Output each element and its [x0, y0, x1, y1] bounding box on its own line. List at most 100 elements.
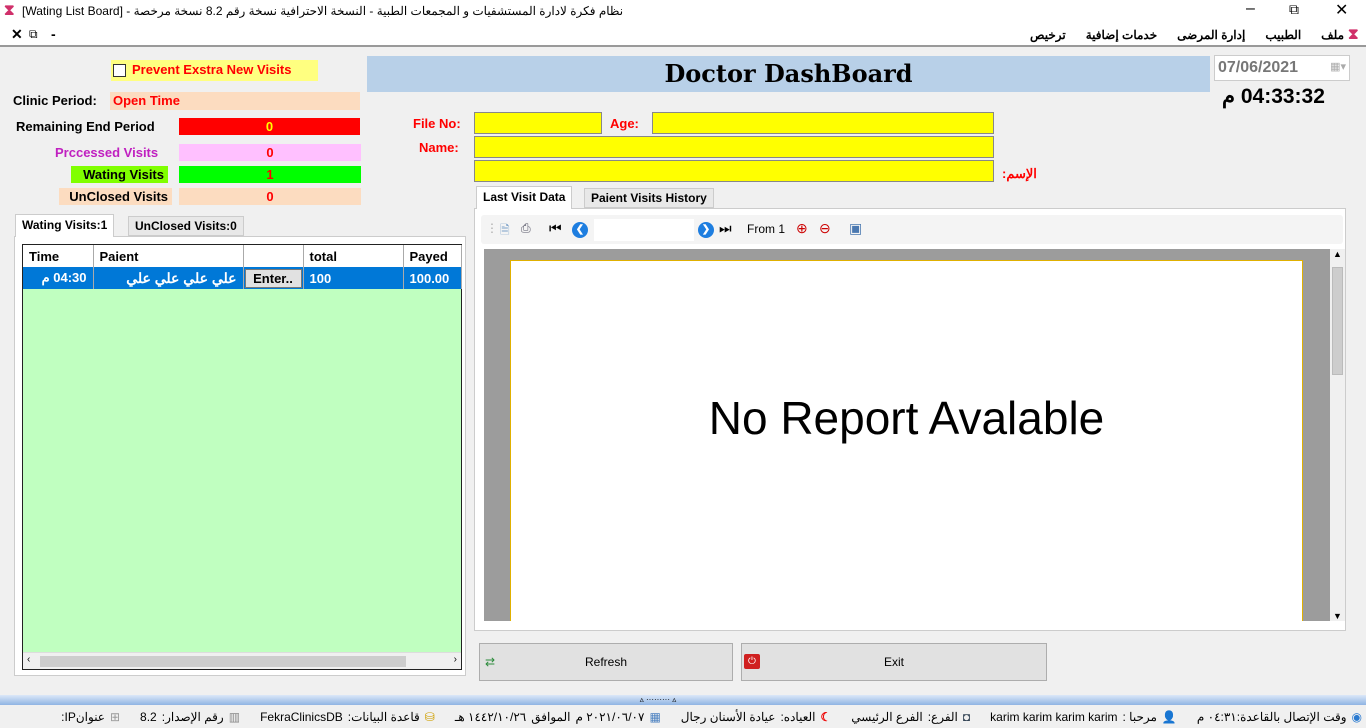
toolbar-grip-icon: ⋮ [486, 221, 498, 235]
app-logo-icon: ⧗ [1348, 26, 1359, 43]
branch-value: الفرع الرئيسي [851, 709, 923, 724]
connection-icon: ◉ [1351, 709, 1362, 724]
last-page-icon[interactable]: ⏭ [719, 220, 732, 236]
waiting-value: 1 [179, 166, 361, 183]
file-no-field[interactable] [474, 112, 602, 134]
hijri-label: الموافق [531, 709, 571, 724]
report-viewer: No Report Avalable [484, 249, 1330, 621]
scroll-thumb[interactable] [1332, 267, 1343, 375]
menu-doctor[interactable]: الطبيب [1265, 28, 1302, 42]
tab-waiting-visits[interactable]: Wating Visits:1 [15, 214, 115, 237]
print-icon[interactable]: ⎙ [521, 221, 531, 235]
menu-extra-services[interactable]: خدمات إضافية [1085, 28, 1158, 42]
scroll-up-icon[interactable]: ▲ [1333, 249, 1342, 259]
clinic-period-label: Clinic Period: [13, 93, 97, 108]
file-no-label: File No: [413, 116, 461, 131]
database-label: قاعدة البيانات: [347, 709, 420, 724]
refresh-icon: ⇄ [485, 655, 496, 669]
refresh-button[interactable]: ⇄ Refresh [479, 643, 733, 681]
document-icon[interactable]: 🗎 [500, 223, 510, 237]
column-total[interactable]: total [303, 245, 404, 267]
tab-unclosed-visits[interactable]: UnClosed Visits:0 [128, 216, 244, 236]
branch-label: الفرع: [927, 709, 958, 724]
processed-label: Prccessed Visits [55, 145, 159, 160]
gregorian-date: ٢٠٢١/٠٦/٠٧ م [575, 709, 645, 724]
column-time[interactable]: Time [23, 245, 94, 267]
zoom-in-icon[interactable]: ⊕ [796, 220, 808, 236]
scroll-thumb[interactable] [40, 656, 406, 667]
menu-bar: ✕ ⧉ - ملف الطبيب إدارة المرضى خدمات إضاف… [0, 24, 1366, 47]
mdi-restore-icon[interactable]: ⧉ [29, 27, 38, 41]
cell-time: 04:30 م [23, 267, 94, 289]
splitter-grip-icon[interactable]: ▵ ········· ▵ [639, 695, 677, 704]
ip-label: عنوانIP: [61, 709, 105, 724]
prevent-visits-checkbox[interactable]: Prevent Exstra New Visits [111, 60, 318, 81]
arabic-name-field[interactable] [474, 160, 994, 182]
previous-page-icon[interactable]: ❮ [572, 222, 588, 238]
scroll-right-icon[interactable]: › [453, 654, 457, 665]
horizontal-scrollbar[interactable]: ‹ › [23, 652, 461, 669]
user-name: karim karim karim karim [990, 709, 1118, 724]
refresh-label: Refresh [584, 655, 628, 669]
status-bar: ◉ وقت الإتصال بالقاعدة:٠٤:٣١ م 👤 مرحبا :… [0, 705, 1366, 728]
scroll-down-icon[interactable]: ▼ [1333, 611, 1342, 621]
exit-button[interactable]: ⏻ Exit [741, 643, 1047, 681]
unclosed-label: UnClosed Visits [59, 188, 172, 205]
report-vertical-scrollbar[interactable]: ▲ ▼ [1330, 249, 1345, 621]
page-title: Doctor DashBoard [367, 56, 1210, 92]
scroll-left-icon[interactable]: ‹ [27, 654, 31, 665]
checkbox-box[interactable] [113, 64, 126, 77]
cell-payed: 100.00 [403, 267, 462, 289]
table-row[interactable]: 04:30 م علي علي علي علي Enter.. 100 100.… [23, 267, 462, 289]
maximize-button[interactable]: ⧉ [1289, 1, 1299, 17]
title-bar: ⧗ نظام فكرة لادارة المستشفيات و المجمعات… [0, 0, 1366, 24]
menu-license[interactable]: ترخيص [1030, 28, 1066, 42]
no-report-message: No Report Avalable [708, 392, 1105, 444]
connection-time: وقت الإتصال بالقاعدة:٠٤:٣١ م [1196, 709, 1347, 724]
name-label: Name: [419, 140, 459, 155]
crescent-icon: ☾ [820, 709, 832, 724]
mdi-minimize-icon[interactable]: - [51, 26, 56, 42]
age-field[interactable] [652, 112, 994, 134]
name-field[interactable] [474, 136, 994, 158]
mdi-close-icon[interactable]: ✕ [11, 26, 23, 42]
tab-last-visit-data[interactable]: Last Visit Data [476, 186, 573, 209]
report-page: No Report Avalable [510, 260, 1303, 621]
cell-patient: علي علي علي علي [93, 267, 244, 289]
menu-file[interactable]: ملف [1321, 28, 1344, 42]
tab-patient-visits-history[interactable]: Paient Visits History [584, 188, 714, 208]
next-page-icon[interactable]: ❯ [698, 222, 714, 238]
column-payed[interactable]: Payed [403, 245, 462, 267]
user-icon: 👤 [1161, 709, 1177, 724]
current-time: 04:33:32 م [1222, 85, 1325, 108]
column-patient[interactable]: Paient [93, 245, 244, 267]
enter-button[interactable]: Enter.. [244, 268, 302, 288]
first-page-icon[interactable]: ⏮ [549, 220, 562, 236]
splitter-bar[interactable]: ▵ ········· ▵ [0, 695, 1366, 705]
minimize-button[interactable]: – [1246, 0, 1255, 17]
network-icon: ⊞ [109, 709, 121, 724]
cell-total: 100 [303, 267, 404, 289]
page-number-input[interactable] [594, 219, 694, 241]
calendar-icon: ▦ [649, 709, 661, 724]
version-icon: ▥ [228, 709, 241, 724]
unclosed-value: 0 [179, 188, 361, 205]
welcome-label: مرحبا : [1122, 709, 1157, 724]
menu-patients[interactable]: إدارة المرضى [1177, 28, 1246, 42]
close-button[interactable]: ✕ [1335, 2, 1349, 19]
zoom-out-icon[interactable]: ⊖ [819, 220, 831, 236]
database-name: FekraClinicsDB [260, 709, 343, 724]
calendar-dropdown-icon[interactable]: ▦▾ [1330, 61, 1346, 73]
clinic-value: عيادة الأسنان رجال [680, 709, 776, 724]
hijri-date: ١٤٤٢/١٠/٢٦ هـ [454, 709, 527, 724]
database-icon: ⛁ [424, 709, 435, 724]
export-icon[interactable]: ▣ [849, 220, 863, 236]
power-icon: ⏻ [744, 654, 760, 669]
waiting-label: Wating Visits [71, 166, 168, 183]
remaining-label: Remaining End Period [16, 119, 155, 134]
version-label: رقم الإصدار: [161, 709, 224, 724]
column-action[interactable] [243, 245, 304, 267]
clinic-label: العياده: [780, 709, 816, 724]
prevent-visits-label: Prevent Exstra New Visits [132, 62, 292, 77]
date-picker[interactable]: 07/06/2021 ▦▾ [1214, 55, 1350, 81]
